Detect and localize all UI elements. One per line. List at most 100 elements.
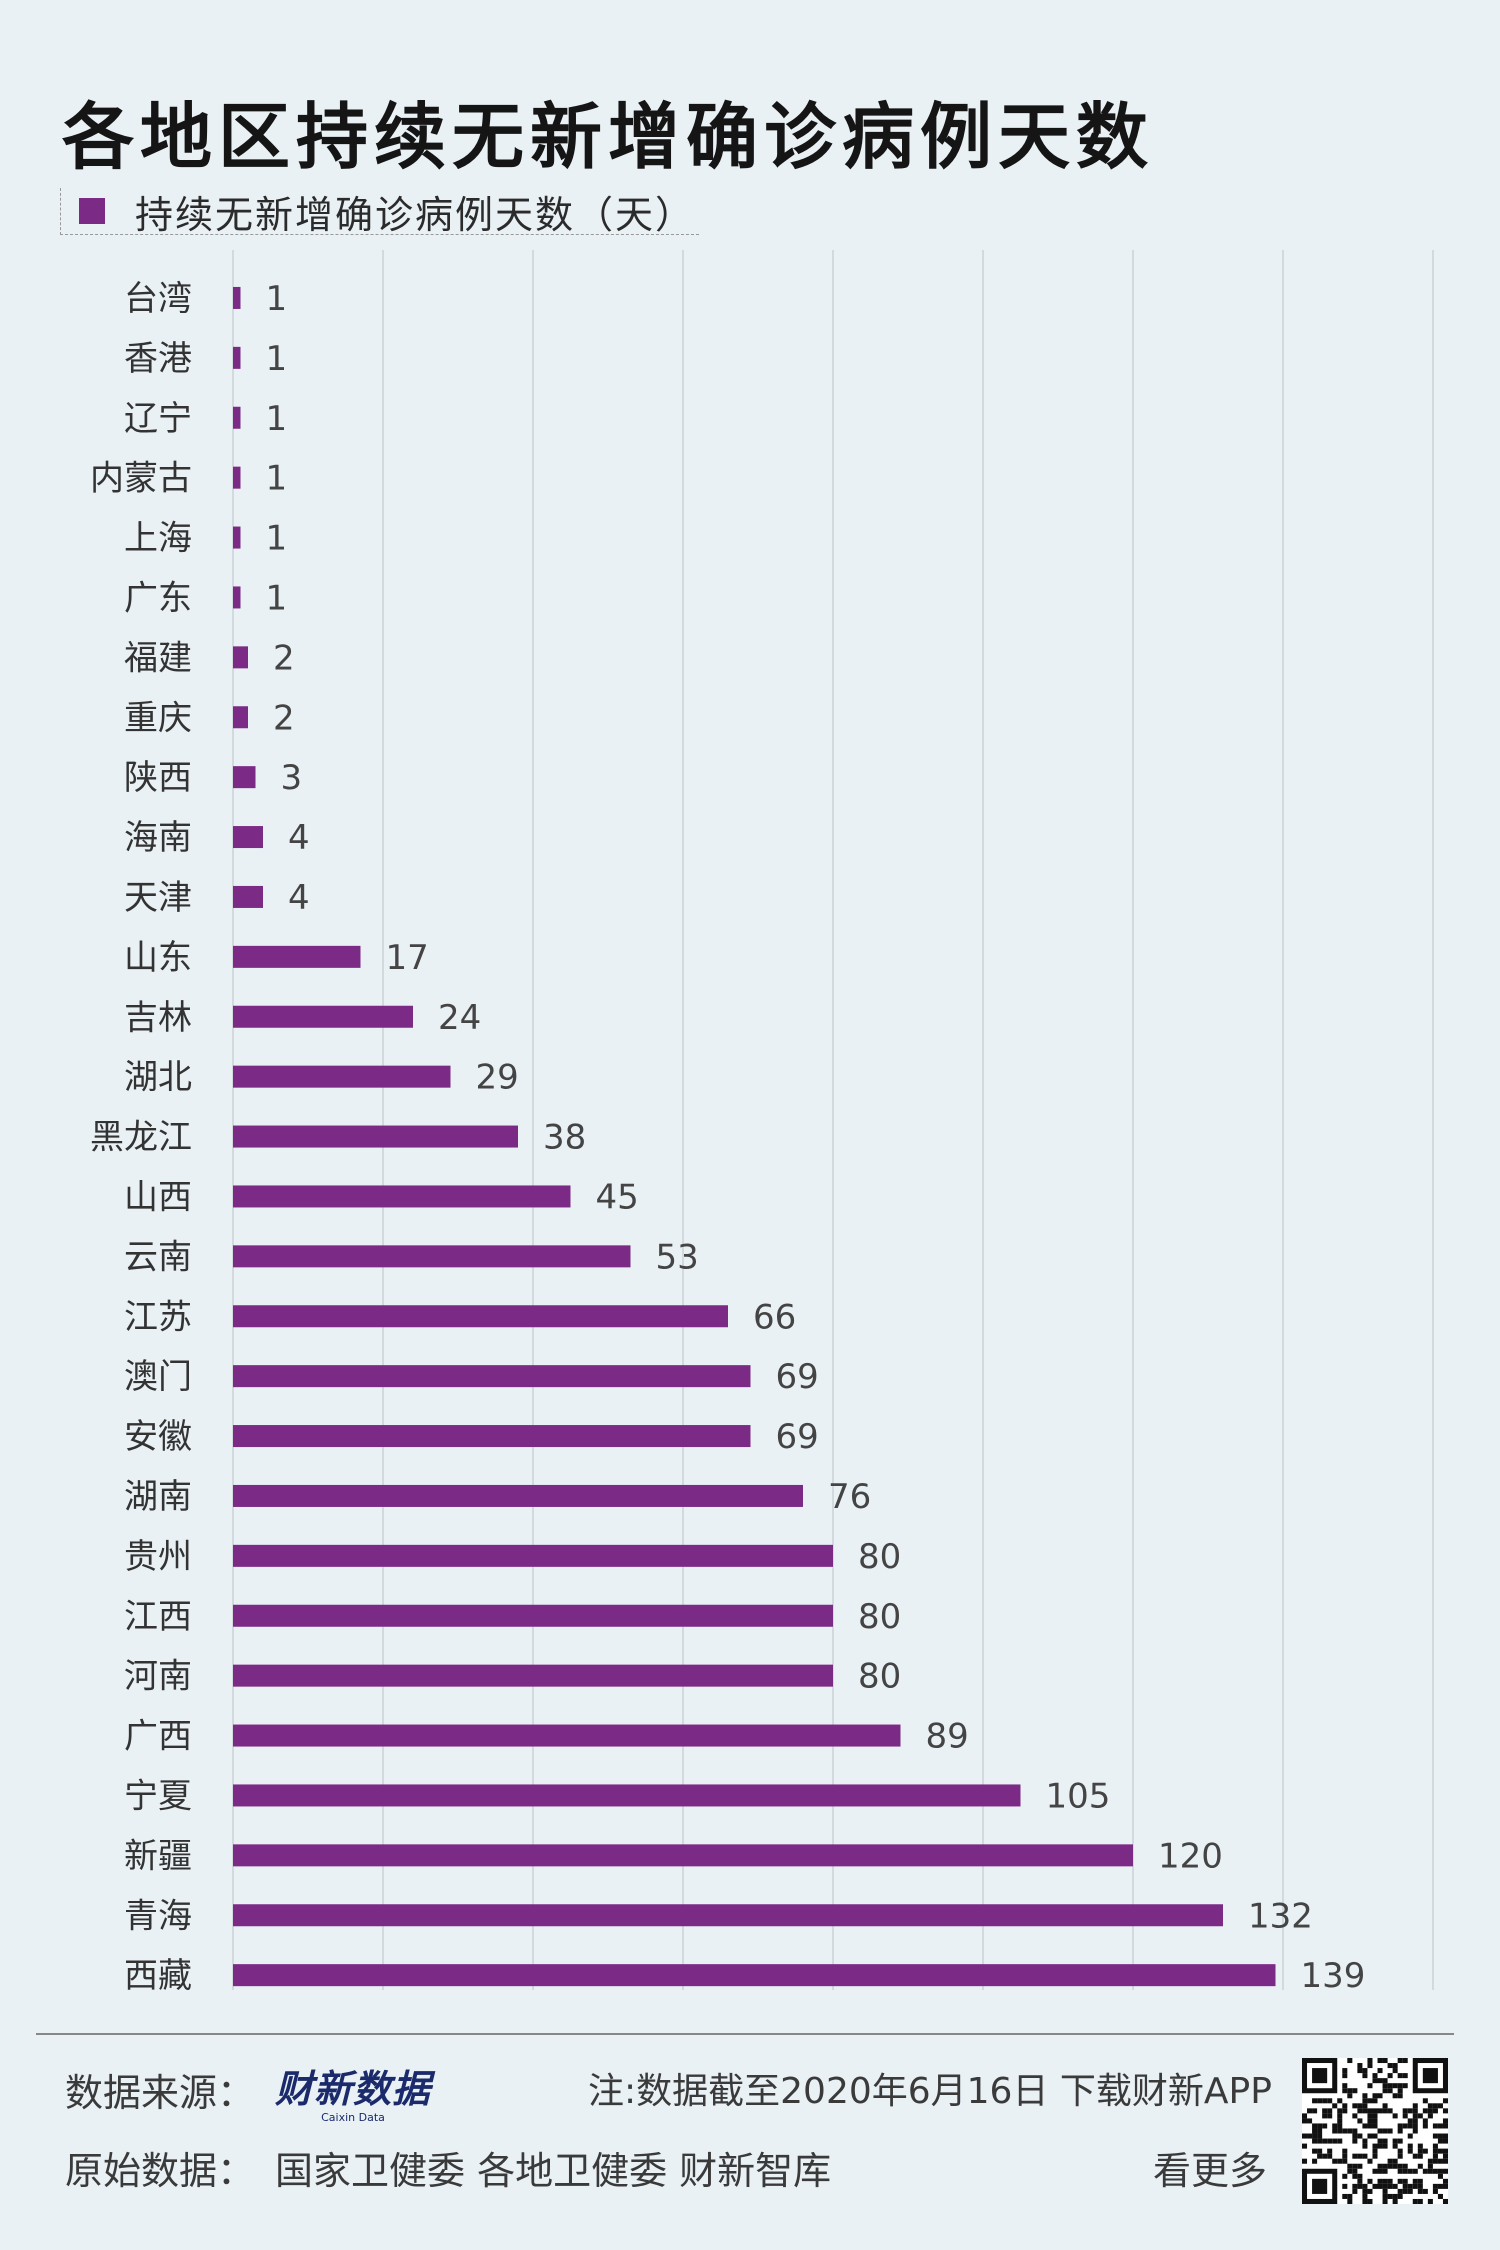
qr-module [1362,2183,1368,2189]
see-more-link[interactable]: 看更多 [1153,2149,1268,2193]
qr-module [1367,2158,1373,2164]
qr-module [1422,2188,1428,2194]
value-label: 1 [266,339,288,379]
value-label: 69 [776,1417,819,1457]
qr-module [1432,2153,1438,2159]
qr-module [1347,2168,1353,2174]
value-label: 2 [273,698,295,738]
qr-module [1402,2073,1408,2079]
qr-module [1317,2138,1323,2144]
qr-module [1392,2143,1398,2149]
qr-module [1412,2118,1418,2124]
qr-module [1372,2123,1378,2129]
qr-module [1407,2148,1413,2154]
bar [233,1125,518,1148]
qr-module [1387,2178,1393,2184]
qr-module [1362,2093,1368,2099]
qr-module [1382,2128,1388,2134]
qr-module [1302,2133,1308,2139]
qr-module [1437,2183,1443,2189]
qr-module [1432,2168,1438,2174]
qr-module [1377,2058,1383,2064]
qr-module [1412,2183,1418,2189]
qr-module [1352,2103,1358,2109]
qr-module [1437,2173,1443,2179]
qr-module [1432,2183,1438,2189]
bar [233,526,241,549]
category-label: 澳门 [124,1357,192,1397]
qr-module [1347,2193,1353,2199]
qr-module [1322,2108,1328,2114]
qr-module [1412,2168,1418,2174]
qr-module [1352,2088,1358,2094]
qr-module [1442,2148,1448,2154]
category-label: 湖南 [124,1477,192,1517]
qr-module [1342,2158,1348,2164]
qr-module [1322,2113,1328,2119]
category-label: 内蒙古 [90,459,192,499]
qr-code-icon[interactable] [1302,2058,1448,2204]
value-label: 4 [288,878,310,918]
qr-module [1382,2088,1388,2094]
qr-module [1387,2193,1393,2199]
qr-module [1342,2148,1348,2154]
qr-module [1372,2073,1378,2079]
qr-module [1322,2138,1328,2144]
qr-module [1442,2158,1448,2164]
qr-module [1432,2103,1438,2109]
qr-module [1432,2108,1438,2114]
qr-module [1372,2133,1378,2139]
qr-module [1442,2198,1448,2204]
bar [233,1724,901,1747]
qr-module [1342,2128,1348,2134]
qr-module [1367,2058,1373,2064]
qr-module [1377,2163,1383,2169]
qr-module [1397,2163,1403,2169]
qr-module [1352,2188,1358,2194]
qr-module [1332,2138,1338,2144]
bar [233,766,256,789]
qr-module [1372,2078,1378,2084]
qr-module [1362,2153,1368,2159]
qr-module [1402,2188,1408,2194]
bar [233,1305,728,1328]
qr-module [1357,2133,1363,2139]
category-label: 广东 [124,578,192,618]
qr-module [1437,2158,1443,2164]
qr-module [1387,2073,1393,2079]
qr-module [1342,2183,1348,2189]
qr-module [1407,2168,1413,2174]
qr-module [1337,2138,1343,2144]
qr-module [1417,2183,1423,2189]
qr-module [1337,2123,1343,2129]
qr-module [1442,2108,1448,2114]
qr-module [1362,2193,1368,2199]
qr-module [1437,2133,1443,2139]
qr-module [1312,2123,1318,2129]
qr-module [1367,2108,1373,2114]
qr-module [1322,2123,1328,2129]
qr-module [1397,2073,1403,2079]
qr-module [1397,2058,1403,2064]
qr-module [1407,2143,1413,2149]
qr-module [1367,2118,1373,2124]
qr-module [1377,2178,1383,2184]
qr-module [1427,2168,1433,2174]
qr-module [1332,2103,1338,2109]
qr-module [1362,2188,1368,2194]
qr-module [1407,2123,1413,2129]
qr-module [1417,2148,1423,2154]
qr-module [1422,2168,1428,2174]
bar [233,646,248,669]
bar [233,1664,833,1687]
qr-module [1417,2178,1423,2184]
value-label: 76 [828,1477,871,1517]
qr-module [1387,2158,1393,2164]
qr-module [1362,2138,1368,2144]
qr-module [1302,2158,1308,2164]
chart-legend: 持续无新增确诊病例天数（天） [60,188,700,237]
qr-module [1362,2103,1368,2109]
qr-module [1397,2083,1403,2089]
value-label: 45 [596,1177,639,1217]
qr-module [1382,2198,1388,2204]
